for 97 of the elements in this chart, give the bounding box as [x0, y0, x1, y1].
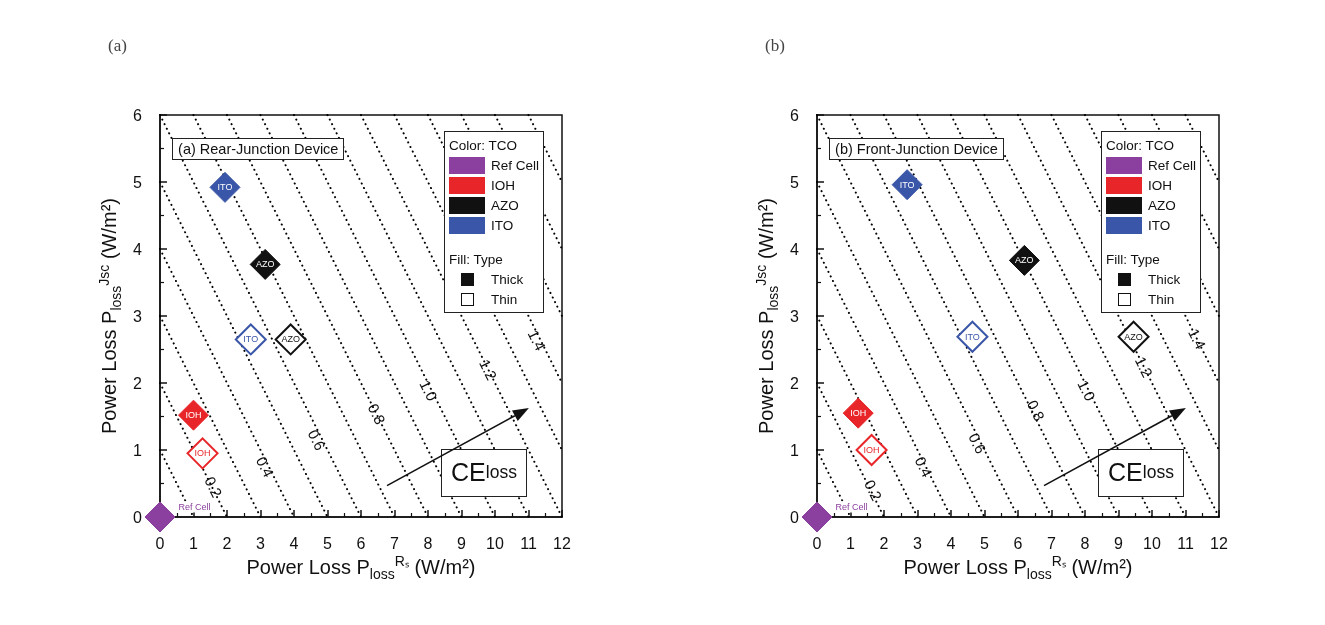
data-label: Ref Cell — [178, 502, 211, 512]
annotation: Fill: Type — [1105, 250, 1161, 269]
legend-label: Ref Cell — [1147, 157, 1196, 173]
data-label: IOH — [185, 410, 202, 421]
point — [801, 501, 833, 533]
y-tick-label: 6 — [133, 106, 143, 124]
annotation: Thick — [490, 271, 524, 287]
y-tick-label: 4 — [790, 240, 800, 258]
x-tick-label: 8 — [423, 534, 433, 552]
data-label: AZO — [1124, 331, 1143, 342]
x-axis-title: Power Loss P$_{loss}$$^{Rₛ}$ (W/m²) — [903, 552, 1133, 582]
annotation: 0.2 — [201, 473, 226, 500]
data-label: IOH — [863, 445, 880, 455]
x-tick-label: 1 — [846, 534, 856, 552]
data-label: IOH — [850, 408, 867, 419]
y-tick-label: 2 — [790, 374, 800, 392]
annotation: Thin — [1147, 291, 1175, 307]
x-tick-label: 5 — [323, 534, 333, 552]
annotation: Thin — [490, 291, 518, 307]
legend-label: IOH — [1147, 177, 1172, 193]
x-tick-label: 2 — [222, 534, 232, 552]
point — [234, 323, 267, 356]
x-tick-label: 1 — [189, 534, 199, 552]
x-tick-label: 0 — [812, 534, 822, 552]
y-tick-label: 2 — [133, 374, 143, 392]
x-tick-label: 0 — [155, 534, 165, 552]
legend-label: IOH — [490, 177, 515, 193]
data-label: ITO — [217, 182, 233, 193]
legend-label: Ref Cell — [490, 157, 539, 173]
data-label: ITO — [965, 331, 980, 342]
data-label: Ref Cell — [835, 502, 868, 512]
x-tick-label: 2 — [879, 534, 889, 552]
data-label: AZO — [1015, 255, 1034, 266]
annotation: 1.4 — [1184, 325, 1210, 352]
legend-label: ITO — [490, 217, 514, 233]
point — [891, 169, 923, 201]
annotation: 0.8 — [364, 400, 390, 427]
data-label: IOH — [194, 448, 211, 459]
annotation: 1.0 — [416, 377, 441, 404]
annotation: 0.6 — [965, 430, 990, 457]
y-tick-label: 3 — [790, 307, 800, 325]
annotation: 0.4 — [252, 453, 278, 480]
legend-title: Color: TCO — [1105, 136, 1175, 155]
x-tick-label: 8 — [1080, 534, 1090, 552]
x-tick-label: 9 — [457, 534, 467, 552]
y-tick-label: 5 — [790, 173, 800, 191]
legend-label: AZO — [1147, 197, 1176, 213]
x-tick-label: 5 — [980, 534, 990, 552]
data-label: AZO — [255, 259, 275, 270]
annotation: 1.4 — [524, 327, 550, 354]
x-tick-label: 6 — [356, 534, 366, 552]
point — [209, 171, 241, 203]
x-tick-label: 11 — [520, 534, 537, 552]
legend-label: ITO — [1147, 217, 1171, 233]
y-tick-label: 5 — [133, 173, 143, 191]
chart-title: (a) — [108, 36, 127, 56]
annotation: Fill: Type — [448, 250, 504, 269]
x-tick-label: 3 — [913, 534, 923, 552]
y-tick-label: 4 — [133, 240, 143, 258]
y-tick-label: 0 — [133, 508, 143, 526]
x-tick-label: 3 — [256, 534, 266, 552]
point — [956, 320, 989, 353]
x-tick-label: 9 — [1114, 534, 1124, 552]
y-tick-label: 3 — [133, 307, 143, 325]
x-tick-label: 4 — [946, 534, 956, 552]
y-tick-label: 6 — [790, 106, 800, 124]
annotation: 0.8 — [1023, 397, 1049, 424]
chart-title: (b) — [765, 36, 785, 56]
text: (a) Rear-Junction Device — [172, 138, 345, 161]
x-tick-label: 7 — [390, 534, 400, 552]
annotation: 0.4 — [911, 453, 937, 480]
x-tick-label: 10 — [486, 534, 504, 552]
annotation: 1.2 — [1131, 353, 1157, 381]
annotation: 1.2 — [476, 356, 501, 383]
x-axis-title: Power Loss P$_{loss}$$^{Rₛ}$ (W/m²) — [246, 552, 476, 582]
x-tick-label: 11 — [1177, 534, 1194, 552]
y-tick-label: 1 — [133, 441, 143, 459]
x-tick-label: 12 — [1210, 534, 1228, 552]
data-label: ITO — [899, 179, 915, 190]
point — [178, 399, 209, 431]
x-tick-label: 12 — [553, 534, 571, 552]
annotation: 0.2 — [861, 477, 886, 504]
x-tick-label: 7 — [1047, 534, 1057, 552]
y-tick-label: 0 — [790, 508, 800, 526]
data-label: AZO — [281, 334, 300, 345]
text: (b) Front-Junction Device — [829, 138, 1004, 161]
legend-label: AZO — [490, 197, 519, 213]
data-label: ITO — [243, 334, 259, 345]
x-tick-label: 10 — [1143, 534, 1161, 552]
annotation: Thick — [1147, 271, 1181, 287]
annotation: 0.6 — [304, 426, 330, 454]
legend-title: Color: TCO — [448, 136, 518, 155]
x-tick-label: 6 — [1013, 534, 1023, 552]
x-tick-label: 4 — [289, 534, 299, 552]
annotation: 1.0 — [1074, 377, 1099, 404]
point — [144, 501, 176, 533]
y-tick-label: 1 — [790, 441, 800, 459]
